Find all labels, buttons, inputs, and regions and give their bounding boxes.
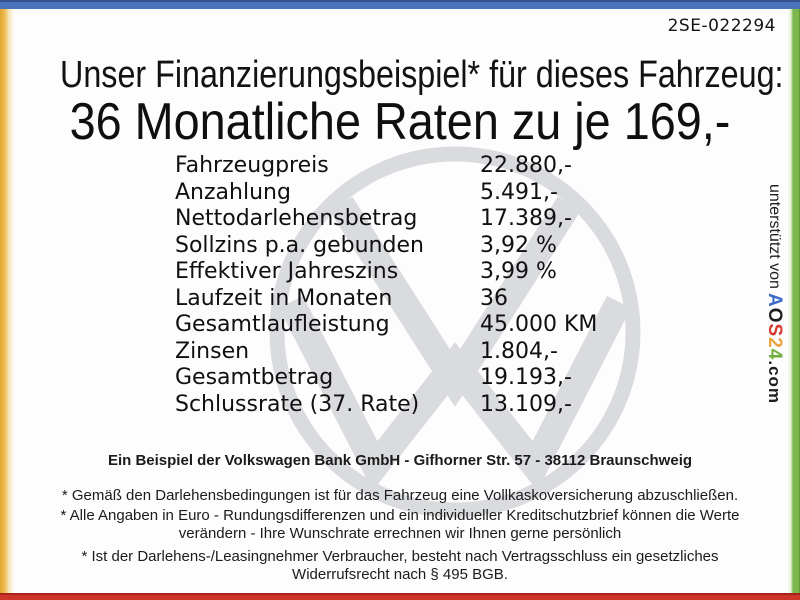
finance-table-row: Gesamtlaufleistung 45.000 KM [175,312,635,339]
finance-table: Fahrzeugpreis 22.880,- Anzahlung 5.491,-… [175,153,635,418]
aos24-letter: 4 [764,349,785,361]
finance-row-value: 1.804,- [480,338,558,364]
footnote-insurance: * Gemäß den Darlehensbedingungen ist für… [61,487,739,504]
aos24-letter: 2 [764,337,785,350]
finance-table-row: Laufzeit in Monaten 36 [175,286,635,313]
aos24-letter: A [764,293,785,309]
finance-row-value: 5.491,- [480,179,558,205]
supported-by-label: unterstützt von [766,184,783,289]
finance-row-label: Schlussrate (37. Rate) [175,391,420,417]
frame-right-border [787,9,800,593]
finance-row-label: Laufzeit in Monaten [175,285,393,311]
finance-table-row: Gesamtbetrag 19.193,- [175,365,635,392]
rate-headline: 36 Monatliche Raten zu je 169,- [69,93,731,151]
footnote-euro-rounding: * Alle Angaben in Euro - Rundungsdiffere… [60,507,740,542]
footnote-withdrawal-right: * Ist der Darlehens-/Leasingnehmer Verbr… [81,548,719,583]
finance-table-row: Effektiver Jahreszins 3,99 % [175,259,635,286]
finance-row-value: 22.880,- [480,153,572,178]
finance-row-value: 3,92 % [480,232,557,258]
aos24-letter: S [764,323,785,338]
finance-table-row: Nettodarlehensbetrag 17.389,- [175,206,635,233]
finance-row-value: 17.389,- [480,206,572,231]
frame-top-border [0,0,800,9]
finance-table-row: Fahrzeugpreis 22.880,- [175,153,635,180]
finance-row-value: 45.000 KM [480,312,598,337]
finance-table-row: Schlussrate (37. Rate) 13.109,- [175,392,635,419]
supported-by-credit: unterstützt von AOS24.com [763,184,785,464]
bank-address-line: Ein Beispiel der Volkswagen Bank GmbH - … [107,452,693,469]
frame-bottom-border [0,593,800,600]
aos24-logo: AOS24.com [764,293,785,404]
finance-row-label: Zinsen [175,338,250,364]
finance-row-label: Gesamtbetrag [175,365,334,390]
finance-row-value: 13.109,- [480,391,572,417]
finance-table-row: Sollzins p.a. gebunden 3,92 % [175,233,635,260]
aos24-domain-suffix: .com [765,360,784,405]
frame-left-border [0,9,15,593]
finance-row-label: Sollzins p.a. gebunden [175,232,424,258]
finance-row-value: 3,99 % [480,259,557,284]
page-title: Unser Finanzierungsbeispiel* für dieses … [60,54,784,96]
finance-row-label: Nettodarlehensbetrag [175,206,418,231]
finance-row-label: Effektiver Jahreszins [175,259,399,284]
vw-logo-icon [269,146,641,518]
finance-table-row: Anzahlung 5.491,- [175,180,635,207]
finance-table-row: Zinsen 1.804,- [175,339,635,366]
finance-row-value: 36 [480,285,508,311]
finance-row-label: Anzahlung [175,179,291,205]
aos24-letter: O [764,308,785,324]
finance-row-value: 19.193,- [480,365,572,390]
finance-row-label: Fahrzeugpreis [175,153,329,178]
vehicle-ref-code: 2SE-022294 [667,16,776,36]
finance-row-label: Gesamtlaufleistung [175,312,390,337]
